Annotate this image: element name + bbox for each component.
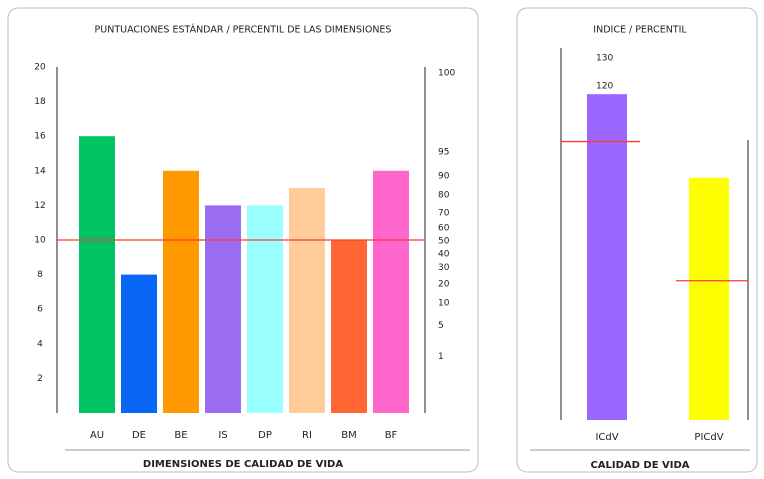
y-tick-label: 8 [37,270,43,280]
panel [516,7,758,473]
y2-tick-label: 90 [438,171,450,181]
y-tick-label: 14 [34,166,46,176]
bar [689,177,729,420]
y-tick-label: 4 [37,339,43,349]
y2-tick-label: 80 [438,191,450,201]
y-tick-label: 16 [34,132,46,142]
chart-title: INDICE / PERCENTIL [593,25,687,36]
bar [247,205,283,413]
y2-tick-label: 30 [438,263,450,273]
x-tick-label: AU [90,430,104,441]
y2-tick-label: 100 [438,69,455,79]
x-tick-label: BM [341,430,357,441]
y2-tick-label: 5 [438,321,444,331]
x-tick-label: DP [258,430,272,441]
x-tick-label: ICdV [595,432,618,443]
chart-title: PUNTUACIONES ESTÁNDAR / PERCENTIL DE LAS… [95,24,392,36]
y2-tick-label: 95 [438,148,449,158]
bar [205,205,241,413]
y2-tick-label: 1 [438,352,444,362]
y2-tick-label: 70 [438,209,450,219]
y-tick-label: 12 [34,201,45,211]
y2-tick-label: 60 [438,223,450,233]
y2-tick-label: 10 [438,299,450,309]
bar [121,274,157,413]
y2-tick-label: 20 [438,280,450,290]
x-tick-label: BF [385,430,398,441]
panel [7,7,479,473]
x-tick-label: IS [218,430,227,441]
y2-tick-label: 50 [438,237,450,247]
y-tick-label: 6 [37,305,43,315]
bar [79,136,115,413]
y-tick-label: 130 [596,54,613,64]
x-tick-label: DE [132,430,146,441]
y-tick-label: 2 [37,374,43,384]
x-axis-label: DIMENSIONES DE CALIDAD DE VIDA [143,459,343,470]
bar [373,170,409,413]
x-tick-label: PICdV [694,432,723,443]
x-axis-label: CALIDAD DE VIDA [590,460,689,471]
bar [331,240,367,413]
x-tick-label: BE [174,430,187,441]
bar [289,188,325,413]
y-tick-label: 120 [596,81,613,91]
y2-tick-label: 40 [438,249,450,259]
y-tick-label: 10 [34,236,46,246]
y-tick-label: 18 [34,97,46,107]
bar [163,170,199,413]
y-tick-label: 20 [34,63,46,73]
x-tick-label: RI [302,430,312,441]
bar [587,94,627,420]
